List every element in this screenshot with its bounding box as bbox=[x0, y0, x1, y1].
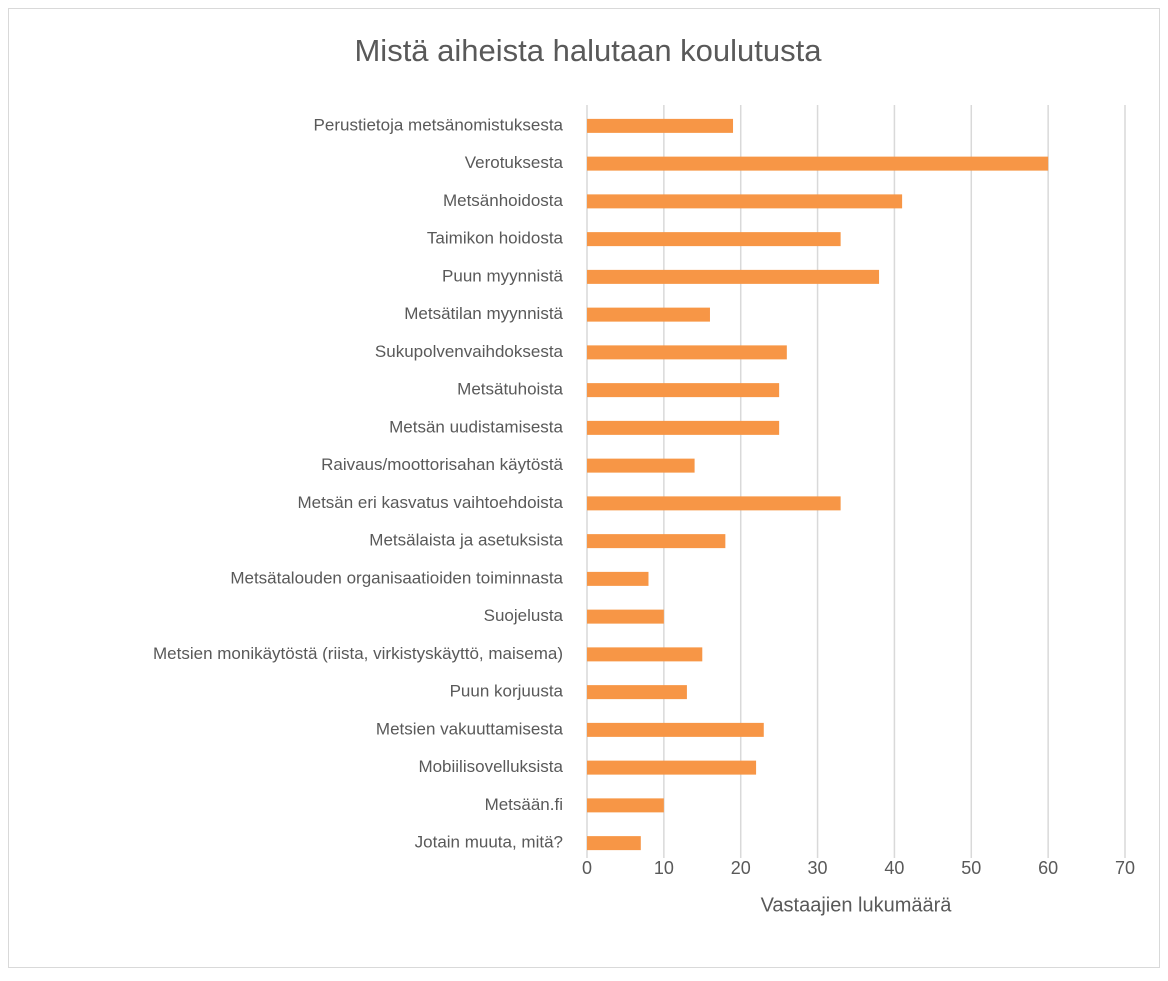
y-tick-label: Jotain muuta, mitä? bbox=[415, 833, 563, 852]
y-tick-label: Taimikon hoidosta bbox=[427, 229, 564, 248]
x-axis-label: Vastaajien lukumäärä bbox=[761, 894, 953, 916]
bar bbox=[587, 118, 734, 133]
y-tick-label: Metsien vakuuttamisesta bbox=[376, 719, 564, 738]
chart-title: Mistä aiheista halutaan koulutusta bbox=[354, 33, 822, 68]
bar bbox=[587, 232, 841, 247]
bar bbox=[587, 647, 703, 662]
y-tick-label: Raivaus/moottorisahan käytöstä bbox=[321, 455, 563, 474]
bar bbox=[587, 534, 726, 549]
y-tick-label: Metsälaista ja asetuksista bbox=[369, 531, 563, 550]
y-tick-label: Metsään.fi bbox=[485, 795, 563, 814]
bar bbox=[587, 798, 664, 813]
bar bbox=[587, 458, 695, 473]
bar bbox=[587, 383, 780, 398]
y-tick-label: Sukupolvenvaihdoksesta bbox=[375, 342, 564, 361]
bar bbox=[587, 496, 841, 511]
y-tick-label: Perustietoja metsänomistuksesta bbox=[314, 115, 564, 134]
bar bbox=[587, 760, 757, 775]
bar bbox=[587, 156, 1049, 171]
y-tick-label: Metsätuhoista bbox=[457, 380, 563, 399]
bar bbox=[587, 685, 687, 700]
x-tick-label: 30 bbox=[808, 858, 828, 878]
y-tick-label: Suojelusta bbox=[484, 606, 564, 625]
bar bbox=[587, 722, 764, 737]
y-tick-label: Puun myynnistä bbox=[442, 266, 563, 285]
y-tick-label: Puun korjuusta bbox=[450, 682, 564, 701]
y-tick-label: Metsän eri kasvatus vaihtoehdoista bbox=[297, 493, 563, 512]
bar bbox=[587, 836, 641, 851]
x-tick-label: 40 bbox=[884, 858, 904, 878]
bar bbox=[587, 307, 710, 322]
bar bbox=[587, 345, 787, 360]
y-tick-label: Metsätalouden organisaatioiden toiminnas… bbox=[230, 568, 563, 587]
chart-border bbox=[8, 8, 1160, 968]
y-tick-label: Mobiilisovelluksista bbox=[418, 757, 563, 776]
bar bbox=[587, 420, 780, 435]
y-tick-label: Metsien monikäytöstä (riista, virkistysk… bbox=[153, 644, 563, 663]
x-tick-label: 50 bbox=[961, 858, 981, 878]
y-tick-label: Metsätilan myynnistä bbox=[404, 304, 563, 323]
y-tick-label: Metsänhoidosta bbox=[443, 191, 564, 210]
x-tick-label: 70 bbox=[1115, 858, 1135, 878]
y-tick-label: Metsän uudistamisesta bbox=[389, 417, 563, 436]
bar bbox=[587, 609, 664, 624]
bar bbox=[587, 571, 649, 586]
y-tick-label: Verotuksesta bbox=[465, 153, 564, 172]
bar bbox=[587, 194, 903, 209]
x-tick-label: 10 bbox=[654, 858, 674, 878]
x-tick-label: 0 bbox=[582, 858, 592, 878]
x-tick-label: 60 bbox=[1038, 858, 1058, 878]
x-tick-label: 20 bbox=[731, 858, 751, 878]
bar bbox=[587, 269, 880, 284]
